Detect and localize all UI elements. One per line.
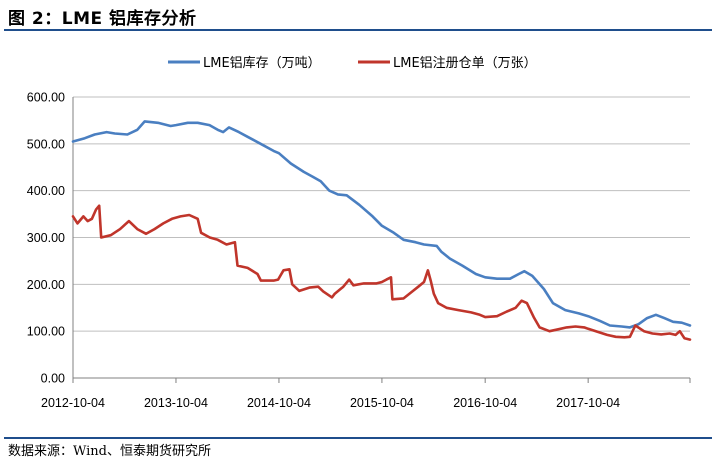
y-tick-label: 500.00 (27, 137, 65, 151)
x-tick-label: 2017-10-04 (556, 396, 620, 410)
y-tick-label: 300.00 (27, 231, 65, 245)
y-tick-label: 0.00 (41, 372, 65, 386)
axes: 0.00 100.00 200.00 300.00 400.00 500.00 600.00… (27, 91, 691, 410)
footer-divider (4, 437, 712, 439)
x-tick-label: 2013-10-04 (144, 396, 208, 410)
y-tick-label: 400.00 (27, 184, 65, 198)
legend: LME铝库存（万吨） LME铝注册仓单（万张） (168, 55, 537, 71)
legend-label-2: LME铝注册仓单（万张） (393, 56, 537, 71)
y-tick-label: 100.00 (27, 325, 65, 339)
x-tick-label: 2016-10-04 (453, 396, 517, 410)
x-tick-label: 2012-10-04 (41, 396, 105, 410)
y-tick-label: 200.00 (27, 278, 65, 292)
gridlines (73, 96, 690, 332)
series-lines (71, 120, 692, 341)
series-line-2 (71, 204, 692, 341)
series-line-1 (71, 120, 692, 329)
data-source-note: 数据来源：Wind、恒泰期货研究所 (8, 444, 211, 459)
x-tick-label: 2014-10-04 (247, 396, 311, 410)
legend-label-1: LME铝库存（万吨） (203, 55, 321, 71)
title-divider (4, 29, 712, 31)
page-title: 图 2：LME 铝库存分析 (8, 9, 197, 29)
y-tick-label: 600.00 (27, 91, 65, 105)
x-tick-label: 2015-10-04 (350, 396, 414, 410)
